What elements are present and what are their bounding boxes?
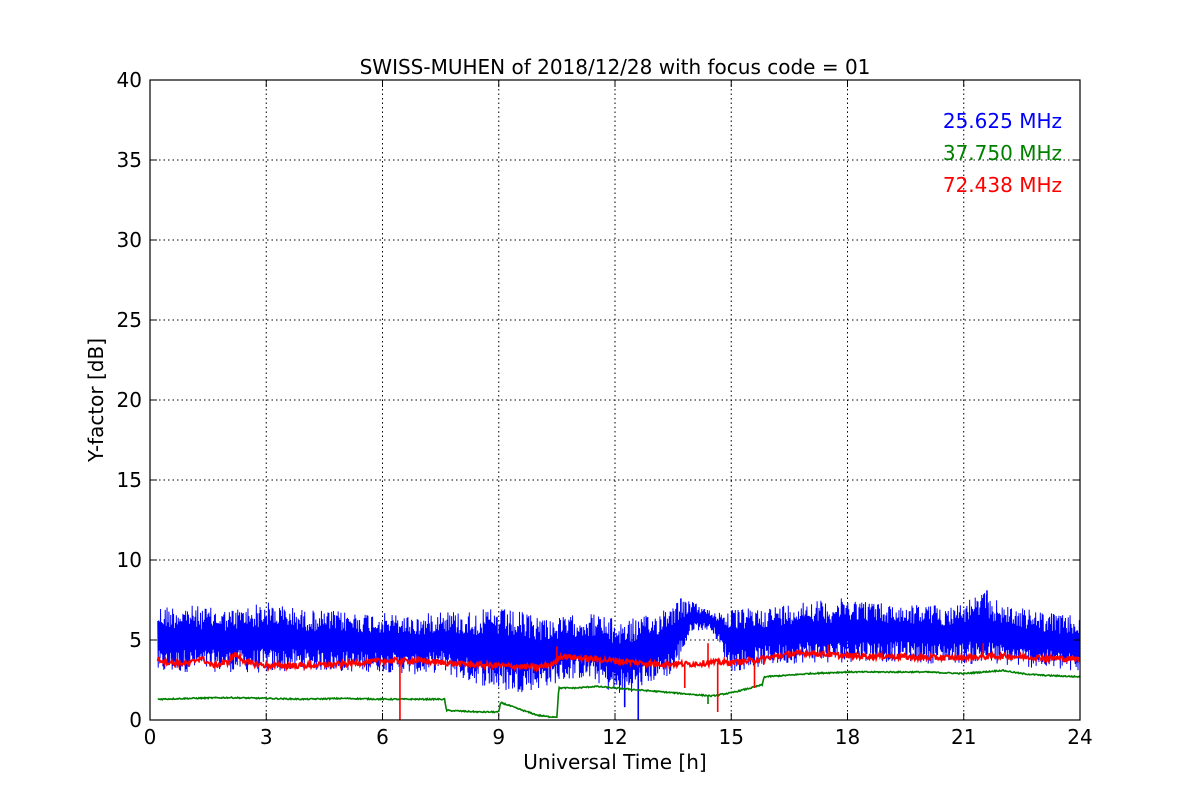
x-tick-label: 24: [1067, 725, 1092, 749]
y-tick-label: 0: [129, 708, 142, 732]
legend-entry: 25.625 MHz: [943, 109, 1062, 133]
x-tick-label: 6: [376, 725, 389, 749]
legend: 25.625 MHz 37.750 MHz 72.438 MHz: [943, 109, 1062, 197]
x-tick-label: 21: [951, 725, 976, 749]
x-tick-label: 18: [835, 725, 860, 749]
y-tick-label: 5: [129, 628, 142, 652]
plot-series: [156, 590, 1080, 720]
series-1: [157, 669, 1080, 719]
y-tick-label: 25: [117, 308, 142, 332]
y-tick-label: 30: [117, 228, 142, 252]
y-tick-label: 40: [117, 68, 142, 92]
axis-ticks: 0 3 6 9 12 15 18 21 24 0 5 10 15 20 25 30 35 40: [117, 68, 1093, 749]
y-tick-label: 10: [117, 548, 142, 572]
legend-entry: 72.438 MHz: [943, 173, 1062, 197]
y-tick-label: 35: [117, 148, 142, 172]
y-tick-label: 15: [117, 468, 142, 492]
x-tick-label: 15: [719, 725, 744, 749]
x-axis-label: Universal Time [h]: [523, 750, 706, 774]
chart-title: SWISS-MUHEN of 2018/12/28 with focus cod…: [360, 55, 871, 79]
legend-entry: 37.750 MHz: [943, 141, 1062, 165]
series-trace: [157, 669, 1080, 719]
series-2: [156, 643, 1080, 720]
x-tick-label: 12: [602, 725, 627, 749]
y-axis-label: Y-factor [dB]: [84, 338, 108, 463]
series-trace: [156, 648, 1080, 674]
x-tick-label: 3: [260, 725, 273, 749]
x-tick-label: 9: [492, 725, 505, 749]
x-tick-label: 0: [144, 725, 157, 749]
y-tick-label: 20: [117, 388, 142, 412]
series-0: [157, 590, 1080, 720]
series-trace: [157, 593, 1080, 693]
